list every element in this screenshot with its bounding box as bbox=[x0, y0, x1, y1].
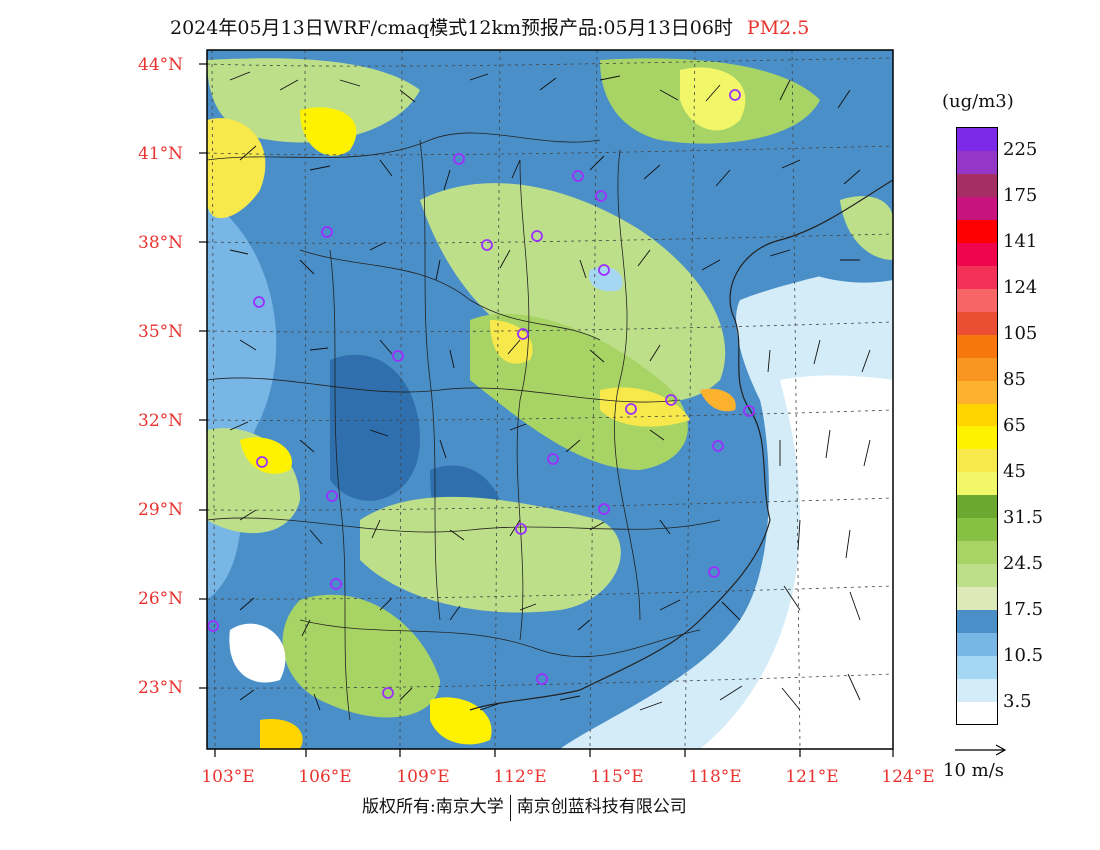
legend-swatch bbox=[957, 701, 997, 725]
concentration-field bbox=[207, 50, 893, 749]
legend-swatch bbox=[957, 196, 997, 221]
legend-label: 24.5 bbox=[1003, 553, 1044, 574]
copyright-text: 版权所有:南京大学 bbox=[362, 797, 504, 817]
legend-swatch bbox=[957, 426, 997, 450]
color-legend bbox=[956, 127, 998, 725]
legend-swatch bbox=[957, 265, 997, 289]
title-text: 2024年05月13日WRF/cmaq模式12km预报产品:05月13日06时 bbox=[170, 17, 733, 39]
legend-swatch bbox=[957, 655, 997, 679]
legend-swatch bbox=[957, 357, 997, 381]
legend-swatch bbox=[957, 242, 997, 267]
legend-label: 17.5 bbox=[1003, 599, 1044, 620]
legend-swatch bbox=[957, 173, 997, 198]
legend-swatch bbox=[957, 219, 997, 244]
legend-unit: (ug/m3) bbox=[942, 91, 1014, 112]
map-frame bbox=[206, 49, 894, 750]
legend-label: 45 bbox=[1003, 461, 1026, 482]
lon-label: 121°E bbox=[785, 767, 839, 787]
legend-label: 225 bbox=[1003, 139, 1038, 160]
lat-label: 35°N bbox=[138, 322, 184, 342]
lon-label: 112°E bbox=[493, 767, 547, 787]
legend-label: 175 bbox=[1003, 185, 1038, 206]
footer: 版权所有:南京大学 南京创蓝科技有限公司 bbox=[362, 792, 687, 821]
legend-swatch bbox=[957, 403, 997, 427]
lon-label: 109°E bbox=[396, 767, 450, 787]
lon-label: 115°E bbox=[590, 767, 644, 787]
wind-reference-arrow bbox=[955, 744, 1007, 756]
lon-label: 103°E bbox=[201, 767, 255, 787]
legend-swatch bbox=[957, 150, 997, 175]
legend-swatch bbox=[957, 517, 997, 542]
lat-label: 26°N bbox=[138, 589, 184, 609]
legend-label: 124 bbox=[1003, 277, 1038, 298]
legend-swatch bbox=[957, 128, 997, 152]
legend-swatch bbox=[957, 563, 997, 587]
legend-label: 141 bbox=[1003, 231, 1038, 252]
lon-label: 124°E bbox=[881, 767, 935, 787]
legend-swatch bbox=[957, 448, 997, 473]
legend-label: 65 bbox=[1003, 415, 1026, 436]
legend-swatch bbox=[957, 609, 997, 633]
lat-label: 29°N bbox=[138, 500, 184, 520]
lon-label: 118°E bbox=[688, 767, 742, 787]
legend-swatch bbox=[957, 288, 997, 312]
product-label: PM2.5 bbox=[746, 17, 810, 39]
legend-swatch bbox=[957, 471, 997, 496]
legend-swatch bbox=[957, 632, 997, 656]
station-markers bbox=[207, 89, 755, 699]
lat-label: 44°N bbox=[138, 55, 184, 75]
lon-label: 106°E bbox=[298, 767, 352, 787]
legend-swatch bbox=[957, 494, 997, 519]
legend-swatch bbox=[957, 540, 997, 565]
lat-label: 32°N bbox=[138, 411, 184, 431]
wind-reference-label: 10 m/s bbox=[943, 760, 1004, 781]
legend-swatch bbox=[957, 334, 997, 358]
legend-swatch bbox=[957, 678, 997, 702]
legend-label: 31.5 bbox=[1003, 507, 1044, 528]
lat-label: 41°N bbox=[138, 144, 184, 164]
legend-label: 3.5 bbox=[1003, 691, 1032, 712]
legend-swatch bbox=[957, 380, 997, 404]
legend-swatch bbox=[957, 311, 997, 335]
legend-label: 105 bbox=[1003, 323, 1038, 344]
legend-swatch bbox=[957, 586, 997, 610]
legend-label: 85 bbox=[1003, 369, 1026, 390]
footer-divider bbox=[509, 794, 511, 821]
lat-label: 23°N bbox=[138, 678, 184, 698]
company-name: 南京创蓝科技有限公司 bbox=[516, 797, 687, 817]
legend-label: 10.5 bbox=[1003, 645, 1044, 666]
map-title: 2024年05月13日WRF/cmaq模式12km预报产品:05月13日06时 P… bbox=[170, 13, 809, 40]
lat-label: 38°N bbox=[138, 233, 184, 253]
